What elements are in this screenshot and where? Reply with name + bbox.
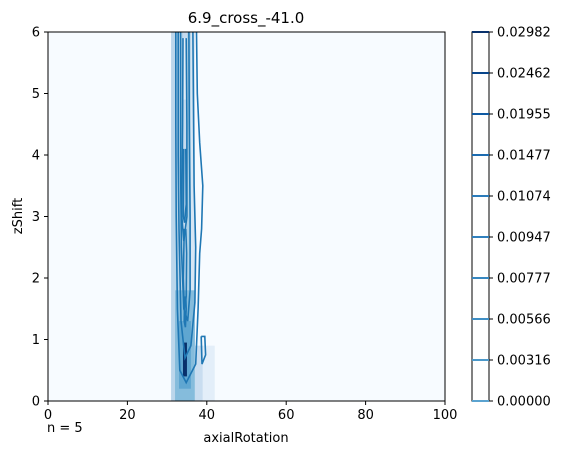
colorbar-tick-label: 0.01955 [497, 108, 551, 123]
contour-line [182, 148, 188, 223]
y-tick-label: 1 [32, 333, 40, 348]
colorbar-tick-label: 0.00000 [497, 395, 551, 410]
y-tick-label: 3 [32, 210, 40, 225]
y-axis: 0 1 2 3 4 5 6 [32, 26, 48, 410]
y-tick-label: 4 [32, 149, 40, 164]
colorbar: 0.00000 0.00316 0.00566 0.00777 0.00947 0.010… [471, 26, 551, 410]
contour-line [179, 31, 191, 322]
colorbar-body [471, 31, 490, 402]
contour-line [177, 31, 197, 361]
colorbar-tick-label: 0.00947 [497, 231, 551, 246]
y-axis-label: zShift [11, 198, 26, 234]
heatmap-cell [194, 345, 203, 401]
contour-line [183, 296, 188, 328]
contour-line [175, 31, 204, 385]
chart-title: 6.9_cross_-41.0 [188, 9, 305, 28]
contour-lines [175, 31, 207, 385]
heatmap-cell [202, 345, 215, 401]
x-tick-label: 40 [199, 408, 216, 423]
heatmap-cell [190, 32, 195, 401]
plot-area [47, 31, 446, 402]
colorbar-tick-label: 0.00777 [497, 272, 551, 287]
x-axis-label: axialRotation [203, 431, 288, 446]
y-tick-label: 6 [32, 26, 40, 41]
colorbar-tick-label: 0.02462 [497, 67, 551, 82]
heatmap-cell [186, 32, 191, 401]
sample-count-annotation: n = 5 [47, 421, 83, 436]
x-tick-label: 100 [433, 408, 458, 423]
heatmap-cell [171, 32, 176, 401]
x-axis: 0 20 40 60 80 100 [44, 401, 458, 423]
y-tick-label: 5 [32, 87, 40, 102]
x-tick-label: 0 [44, 408, 52, 423]
colorbar-tick-label: 0.02982 [497, 26, 551, 41]
y-tick-label: 0 [32, 395, 40, 410]
colorbar-tick-label: 0.00316 [497, 354, 551, 369]
x-tick-label: 20 [119, 408, 136, 423]
colorbar-ticks: 0.00000 0.00316 0.00566 0.00777 0.00947 0.010… [472, 26, 551, 410]
plot-background [48, 32, 445, 401]
x-tick-label: 80 [357, 408, 374, 423]
colorbar-tick-label: 0.00566 [497, 313, 551, 328]
colorbar-tick-label: 0.01074 [497, 190, 551, 205]
y-tick-label: 2 [32, 272, 40, 287]
colorbar-tick-label: 0.01477 [497, 149, 551, 164]
heatmap-cell [182, 38, 187, 100]
contour-line [200, 335, 207, 365]
x-tick-label: 60 [278, 408, 295, 423]
